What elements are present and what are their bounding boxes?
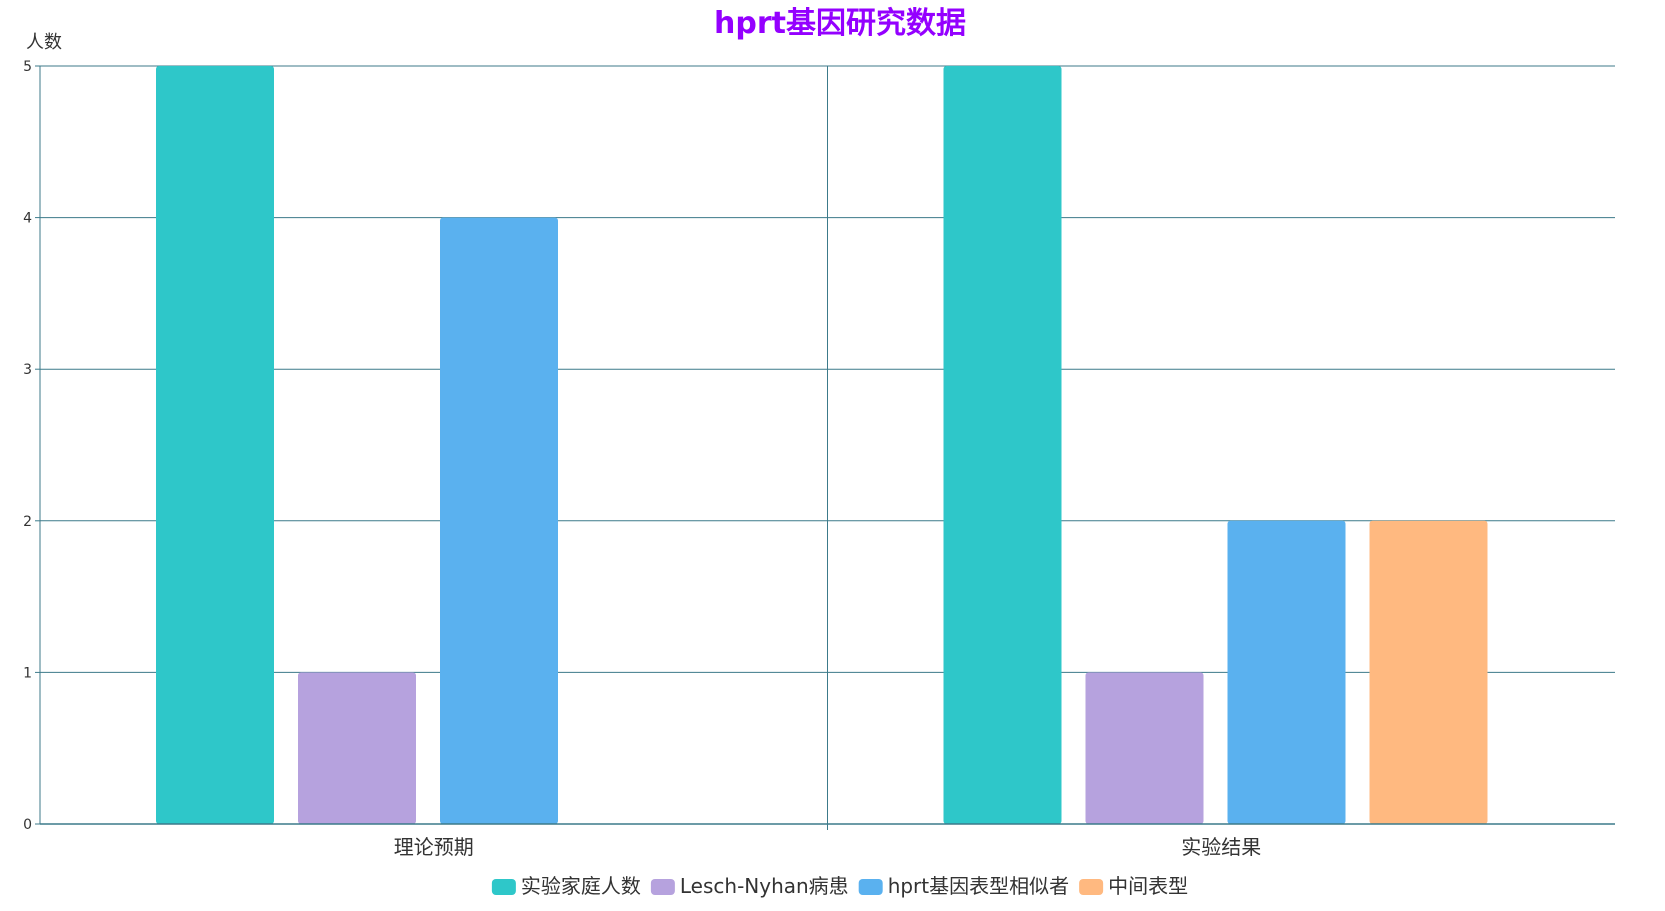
bar-2-series-2[interactable] xyxy=(1085,672,1204,824)
y-tick-label: 4 xyxy=(23,211,32,227)
legend-label: hprt基因表型相似者 xyxy=(888,874,1069,898)
bar-1-series-1[interactable] xyxy=(156,66,274,824)
y-tick-label: 5 xyxy=(23,59,32,75)
legend-item-4[interactable]: 中间表型 xyxy=(1079,874,1188,898)
legend-label: 实验家庭人数 xyxy=(521,874,641,898)
legend-swatch xyxy=(650,879,675,895)
legend-label: 中间表型 xyxy=(1108,874,1188,898)
axis-layer: 0 1 2 3 4 5 理论预期 实验结果 xyxy=(23,59,1615,859)
y-tick-label: 1 xyxy=(23,665,32,681)
y-tick-label: 0 xyxy=(23,817,32,833)
legend-item-2[interactable]: Lesch-Nyhan病患 xyxy=(650,874,849,898)
bar-2-series-4[interactable] xyxy=(1369,520,1488,824)
legend-item-3[interactable]: hprt基因表型相似者 xyxy=(858,874,1069,898)
legend[interactable]: 实验家庭人数 Lesch-Nyhan病患 hprt基因表型相似者 中间表型 xyxy=(491,874,1188,898)
legend-item-1[interactable]: 实验家庭人数 xyxy=(491,874,641,898)
y-tick-label: 3 xyxy=(23,362,32,378)
y-axis-label: 人数 xyxy=(26,32,62,53)
bar-2-series-1[interactable] xyxy=(943,66,1062,824)
bar-2-series-3[interactable] xyxy=(1227,520,1346,824)
x-category-label: 实验结果 xyxy=(1181,835,1261,859)
y-tick-label: 2 xyxy=(23,514,32,530)
legend-label: Lesch-Nyhan病患 xyxy=(680,874,849,898)
bar-1-series-3[interactable] xyxy=(440,217,558,825)
bar-1-series-2[interactable] xyxy=(298,672,416,824)
legend-swatch xyxy=(858,879,883,895)
legend-swatch xyxy=(1079,879,1104,895)
x-category-label: 理论预期 xyxy=(394,835,474,859)
legend-swatch xyxy=(491,879,516,895)
chart-title: hprt基因研究数据 xyxy=(714,6,966,41)
bars-layer xyxy=(156,66,1488,825)
